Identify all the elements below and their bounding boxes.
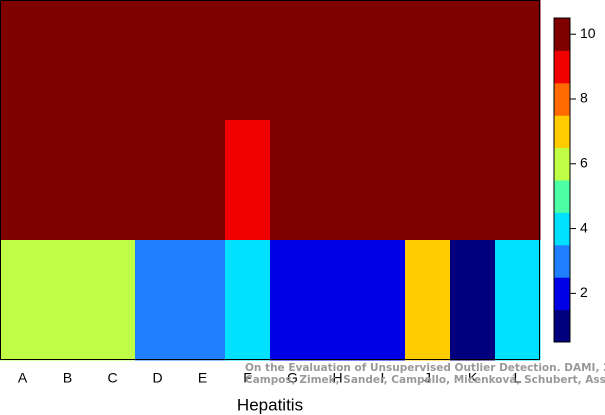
heatmap-cell [45,120,91,241]
colorbar-band [554,18,570,51]
x-tick-label: L [514,370,522,386]
x-tick-label: A [18,370,28,386]
heatmap-cell [90,240,136,361]
colorbar-tick-label: 10 [580,25,596,41]
heatmap-cell [0,240,46,361]
heatmap-cell [360,0,406,121]
colorbar-band [554,82,570,116]
heatmap-cell [225,0,271,121]
heatmap-cell [360,120,406,241]
colorbar-tick-label: 4 [580,219,588,235]
heatmap-cell [495,240,541,361]
colorbar-band [554,50,570,84]
heatmap-cell [270,240,316,361]
heatmap-cell [405,120,451,241]
x-tick-label: H [332,370,342,386]
heatmap-cell [0,120,46,241]
x-tick-label: C [107,370,117,386]
x-tick-label: D [152,370,162,386]
x-axis-label: Hepatitis [237,395,303,414]
heatmap-cell [495,120,541,241]
colorbar-band [554,115,570,149]
heatmap-cell [180,120,226,241]
heatmap-cell [315,120,361,241]
x-tick-label: F [243,370,252,386]
heatmap-cell [405,0,451,121]
heatmap-cell [315,0,361,121]
heatmap-cell [135,120,181,241]
colorbar-band [554,309,570,343]
heatmap-cell [135,240,181,361]
x-tick-label: K [468,370,478,386]
heatmap-cell [450,240,496,361]
heatmap-cell [405,240,451,361]
heatmap-cell [495,0,541,121]
x-tick-label: E [198,370,207,386]
heatmap-cell [360,240,406,361]
plot-border [0,0,540,360]
colorbar-tick-label: 8 [580,90,588,106]
heatmap-cell [45,0,91,121]
x-tick-label: G [287,370,298,386]
heatmap-cell [315,240,361,361]
heatmap-cell [225,240,271,361]
colorbar-border [553,17,571,343]
colorbar-band [554,277,570,311]
heatmap-cell [180,0,226,121]
watermark: On the Evaluation of Unsupervised Outlie… [245,362,605,374]
colorbar-band [554,244,570,278]
colorbar-band [554,180,570,213]
watermark: Campos, Zimek, Sander, Campello, Micenko… [245,374,605,386]
colorbar-band [554,147,570,181]
colorbar-tick-label: 6 [580,155,588,171]
heatmap-cell [270,120,316,241]
heatmap-cell [450,120,496,241]
heatmap-cell [90,120,136,241]
colorbar-band [554,212,570,246]
heatmap-cell [45,240,91,361]
heatmap-cell [0,0,46,121]
heatmap-cell [135,0,181,121]
heatmap-cell [90,0,136,121]
heatmap-cell [180,240,226,361]
heatmap-cell [270,0,316,121]
colorbar-tick-label: 2 [580,284,588,300]
heatmap-cell [225,120,271,241]
x-tick-label: I [381,370,385,386]
heatmap-cell [450,0,496,121]
x-tick-label: J [424,370,431,386]
x-tick-label: B [63,370,72,386]
